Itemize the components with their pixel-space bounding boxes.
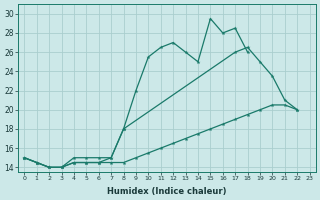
X-axis label: Humidex (Indice chaleur): Humidex (Indice chaleur) [107, 187, 227, 196]
